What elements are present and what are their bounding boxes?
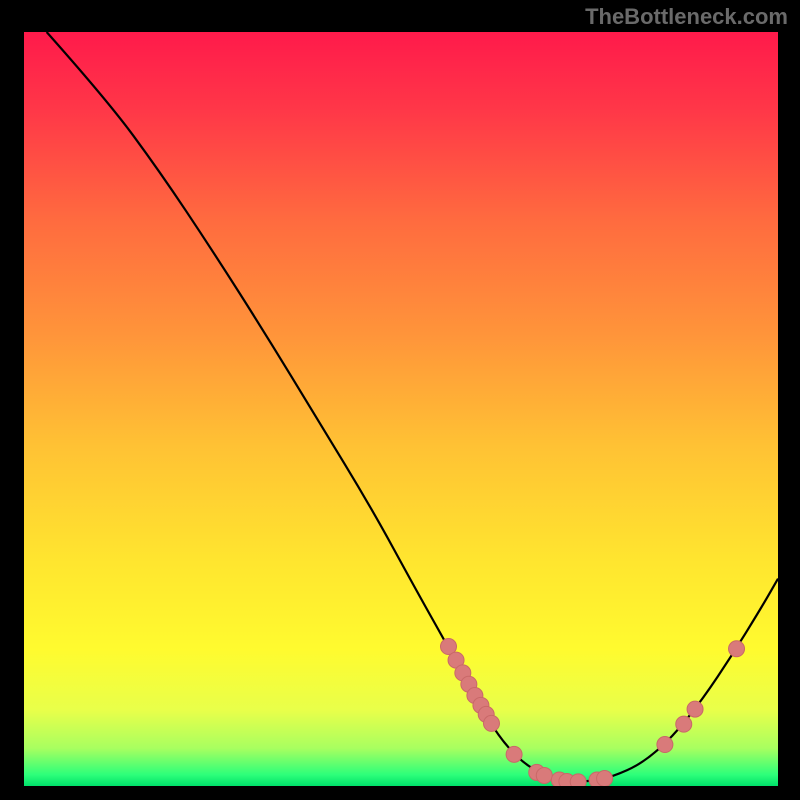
data-marker	[729, 641, 745, 657]
data-marker	[536, 767, 552, 783]
data-marker	[570, 774, 586, 786]
chart-container: TheBottleneck.com	[0, 0, 800, 800]
data-marker	[506, 746, 522, 762]
data-marker	[687, 701, 703, 717]
plot-svg	[24, 32, 778, 786]
data-marker	[657, 737, 673, 753]
gradient-background	[24, 32, 778, 786]
data-marker	[483, 715, 499, 731]
data-marker	[676, 716, 692, 732]
watermark-text: TheBottleneck.com	[585, 4, 788, 30]
data-marker	[597, 770, 613, 786]
